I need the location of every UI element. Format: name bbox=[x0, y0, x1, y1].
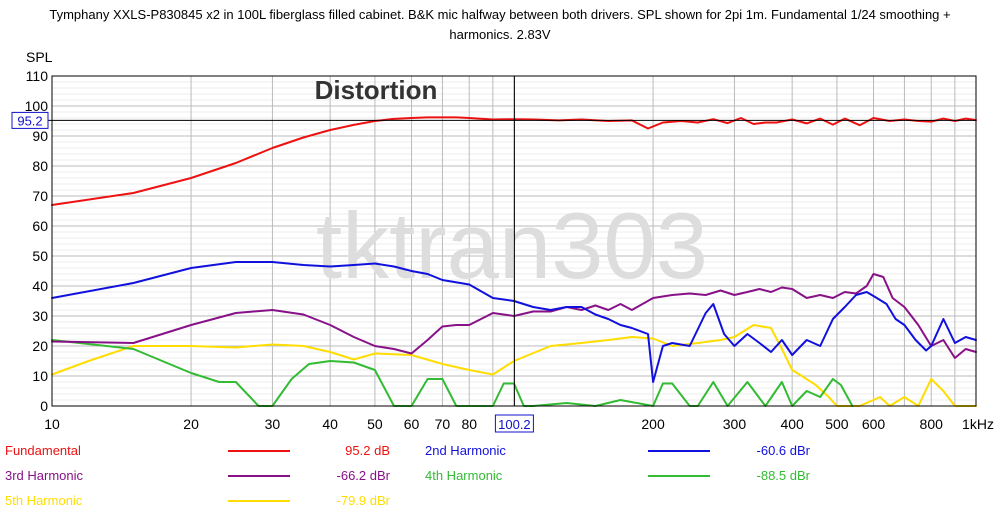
cursor-y-readout-box bbox=[11, 111, 49, 129]
y-axis-ticks: 0 10 20 30 40 50 60 70 80 90 100 110 bbox=[25, 68, 49, 414]
x-tick-label: 800 bbox=[920, 416, 944, 432]
x-axis-ticks: 10 20 30 40 50 60 70 80 200 300 400 500 600 800 1kHz bbox=[44, 416, 994, 432]
legend-value-fundamental: 95.2 dB bbox=[345, 443, 390, 458]
series-line-3rd-harmonic bbox=[51, 273, 977, 359]
cursor-y-readout: 95.2 bbox=[17, 113, 42, 128]
y-tick-label: 10 bbox=[32, 368, 48, 384]
x-tick-label: 10 bbox=[44, 416, 60, 432]
cursor-crosshair[interactable]: 95.2 100.2 bbox=[11, 76, 976, 433]
series-lines bbox=[51, 116, 977, 407]
legend-name-4th-harmonic: 4th Harmonic bbox=[425, 468, 503, 483]
series-line-fundamental bbox=[51, 116, 977, 206]
series-line-4th-harmonic bbox=[51, 339, 854, 407]
x-tick-label: 500 bbox=[825, 416, 849, 432]
x-tick-label: 40 bbox=[322, 416, 338, 432]
x-tick-label: 20 bbox=[183, 416, 199, 432]
x-tick-label: 30 bbox=[265, 416, 281, 432]
y-tick-label: 20 bbox=[32, 338, 48, 354]
x-tick-label: 80 bbox=[461, 416, 477, 432]
y-tick-label: 50 bbox=[32, 248, 48, 264]
distortion-annotation: Distortion bbox=[315, 75, 438, 105]
legend-value-4th-harmonic: -88.5 dBr bbox=[757, 468, 811, 483]
series-line-2nd-harmonic bbox=[51, 261, 977, 383]
cursor-x-readout: 100.2 bbox=[498, 417, 531, 432]
x-tick-label: 70 bbox=[435, 416, 451, 432]
y-tick-label: 40 bbox=[32, 278, 48, 294]
legend-name-fundamental: Fundamental bbox=[5, 443, 81, 458]
y-tick-label: 110 bbox=[26, 68, 49, 84]
watermark: tktran303 bbox=[316, 193, 708, 298]
x-tick-label: 400 bbox=[780, 416, 804, 432]
legend-name-5th-harmonic: 5th Harmonic bbox=[5, 493, 83, 508]
legend-value-2nd-harmonic: -60.6 dBr bbox=[757, 443, 811, 458]
y-tick-label: 0 bbox=[40, 398, 48, 414]
y-axis-label: SPL bbox=[26, 49, 53, 65]
plot-frame bbox=[51, 75, 977, 407]
x-tick-label: 60 bbox=[404, 416, 420, 432]
y-tick-label: 100 bbox=[25, 98, 49, 114]
y-tick-label: 60 bbox=[32, 218, 48, 234]
legend-name-2nd-harmonic: 2nd Harmonic bbox=[425, 443, 506, 458]
cursor-x-readout-box bbox=[494, 414, 534, 433]
x-tick-label: 50 bbox=[367, 416, 383, 432]
x-tick-label: 1kHz bbox=[962, 416, 994, 432]
y-tick-label: 70 bbox=[32, 188, 48, 204]
legend-value-5th-harmonic: -79.9 dBr bbox=[337, 493, 391, 508]
chart-title-line-2: harmonics. 2.83V bbox=[449, 27, 550, 42]
x-tick-label: 600 bbox=[862, 416, 886, 432]
legend-name-3rd-harmonic: 3rd Harmonic bbox=[5, 468, 84, 483]
y-tick-label: 90 bbox=[32, 128, 48, 144]
y-tick-label: 80 bbox=[32, 158, 48, 174]
legend: Fundamental 95.2 dB 2nd Harmonic -60.6 dBr 3… bbox=[5, 443, 811, 508]
x-tick-label: 300 bbox=[723, 416, 747, 432]
x-tick-label: 200 bbox=[641, 416, 665, 432]
chart-title-line-1: Tymphany XXLS-P830845 x2 in 100L fibergl… bbox=[49, 7, 950, 22]
legend-value-3rd-harmonic: -66.2 dBr bbox=[337, 468, 391, 483]
y-tick-label: 30 bbox=[32, 308, 48, 324]
